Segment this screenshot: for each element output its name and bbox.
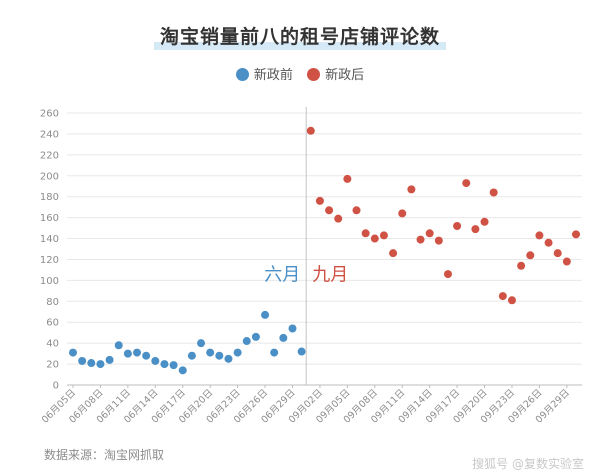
point-before bbox=[178, 366, 187, 375]
point-after bbox=[572, 230, 580, 239]
period-label-september: 九月 bbox=[312, 264, 348, 285]
point-before bbox=[169, 361, 178, 370]
point-after bbox=[379, 231, 388, 240]
legend: 新政前 新政后 bbox=[0, 64, 600, 83]
point-after bbox=[407, 185, 416, 194]
point-after bbox=[398, 209, 407, 218]
point-before bbox=[261, 310, 270, 319]
point-before bbox=[160, 360, 169, 369]
legend-item-after[interactable]: 新政后 bbox=[307, 64, 364, 83]
y-tick-label: 260 bbox=[40, 109, 59, 120]
point-after bbox=[443, 270, 452, 279]
legend-label-before: 新政前 bbox=[253, 68, 293, 83]
period-label-june: 六月 bbox=[264, 264, 300, 285]
y-tick-label: 20 bbox=[46, 360, 59, 371]
point-after bbox=[562, 257, 571, 266]
point-after bbox=[535, 231, 544, 240]
point-before bbox=[96, 360, 105, 369]
point-after bbox=[425, 229, 434, 238]
point-before bbox=[69, 348, 77, 357]
point-after bbox=[306, 126, 315, 135]
scatter-chart: 02040608010012014016018020022024026006月0… bbox=[40, 107, 582, 426]
point-before bbox=[78, 356, 87, 365]
y-tick-label: 180 bbox=[40, 192, 59, 203]
point-before bbox=[242, 337, 251, 346]
point-before bbox=[270, 348, 279, 357]
point-before bbox=[151, 356, 160, 365]
y-tick-label: 80 bbox=[46, 297, 59, 308]
point-before bbox=[251, 332, 260, 341]
point-after bbox=[462, 179, 471, 188]
point-after bbox=[544, 238, 553, 247]
point-before bbox=[142, 351, 151, 360]
y-tick-label: 240 bbox=[40, 129, 59, 140]
point-before bbox=[288, 324, 297, 333]
point-after bbox=[434, 236, 443, 245]
point-after bbox=[471, 225, 480, 234]
point-before bbox=[233, 348, 242, 357]
point-after bbox=[453, 221, 462, 230]
point-before bbox=[114, 341, 123, 350]
point-after bbox=[352, 206, 361, 215]
legend-marker-after bbox=[307, 68, 321, 81]
point-after bbox=[526, 251, 535, 260]
y-tick-label: 220 bbox=[40, 150, 59, 161]
point-before bbox=[105, 355, 114, 364]
point-after bbox=[480, 217, 489, 226]
legend-item-before[interactable]: 新政前 bbox=[235, 64, 293, 83]
y-tick-label: 100 bbox=[40, 276, 59, 287]
point-before bbox=[215, 351, 224, 360]
point-after bbox=[325, 206, 334, 215]
y-tick-label: 0 bbox=[53, 381, 59, 392]
point-after bbox=[361, 229, 370, 238]
point-before bbox=[187, 351, 196, 360]
point-before bbox=[197, 339, 206, 348]
legend-label-after: 新政后 bbox=[325, 68, 365, 83]
point-after bbox=[370, 234, 379, 243]
point-before bbox=[279, 333, 288, 342]
point-before bbox=[87, 359, 96, 368]
y-tick-label: 140 bbox=[40, 234, 59, 245]
point-before bbox=[206, 348, 215, 357]
legend-marker-before bbox=[235, 68, 249, 81]
y-tick-label: 200 bbox=[40, 171, 59, 182]
point-before bbox=[297, 347, 306, 356]
y-tick-label: 160 bbox=[40, 213, 59, 224]
y-tick-label: 60 bbox=[46, 318, 59, 329]
point-after bbox=[334, 214, 343, 223]
chart-title: 淘宝销量前八的租号店铺评论数 bbox=[153, 22, 446, 50]
point-after bbox=[498, 292, 507, 301]
point-before bbox=[123, 349, 132, 358]
point-after bbox=[343, 174, 352, 183]
point-after bbox=[517, 261, 526, 270]
data-source-note: 数据来源：淘宝网抓取 bbox=[44, 448, 165, 462]
point-after bbox=[315, 196, 324, 205]
watermark: 搜狐号 @复数实验室 bbox=[472, 457, 584, 471]
point-after bbox=[507, 296, 516, 305]
point-after bbox=[489, 188, 498, 197]
point-after bbox=[389, 249, 398, 258]
point-before bbox=[133, 348, 142, 357]
y-tick-label: 40 bbox=[46, 339, 59, 350]
point-after bbox=[553, 249, 562, 258]
y-tick-label: 120 bbox=[40, 255, 59, 266]
point-before bbox=[224, 354, 233, 363]
point-after bbox=[416, 235, 425, 244]
